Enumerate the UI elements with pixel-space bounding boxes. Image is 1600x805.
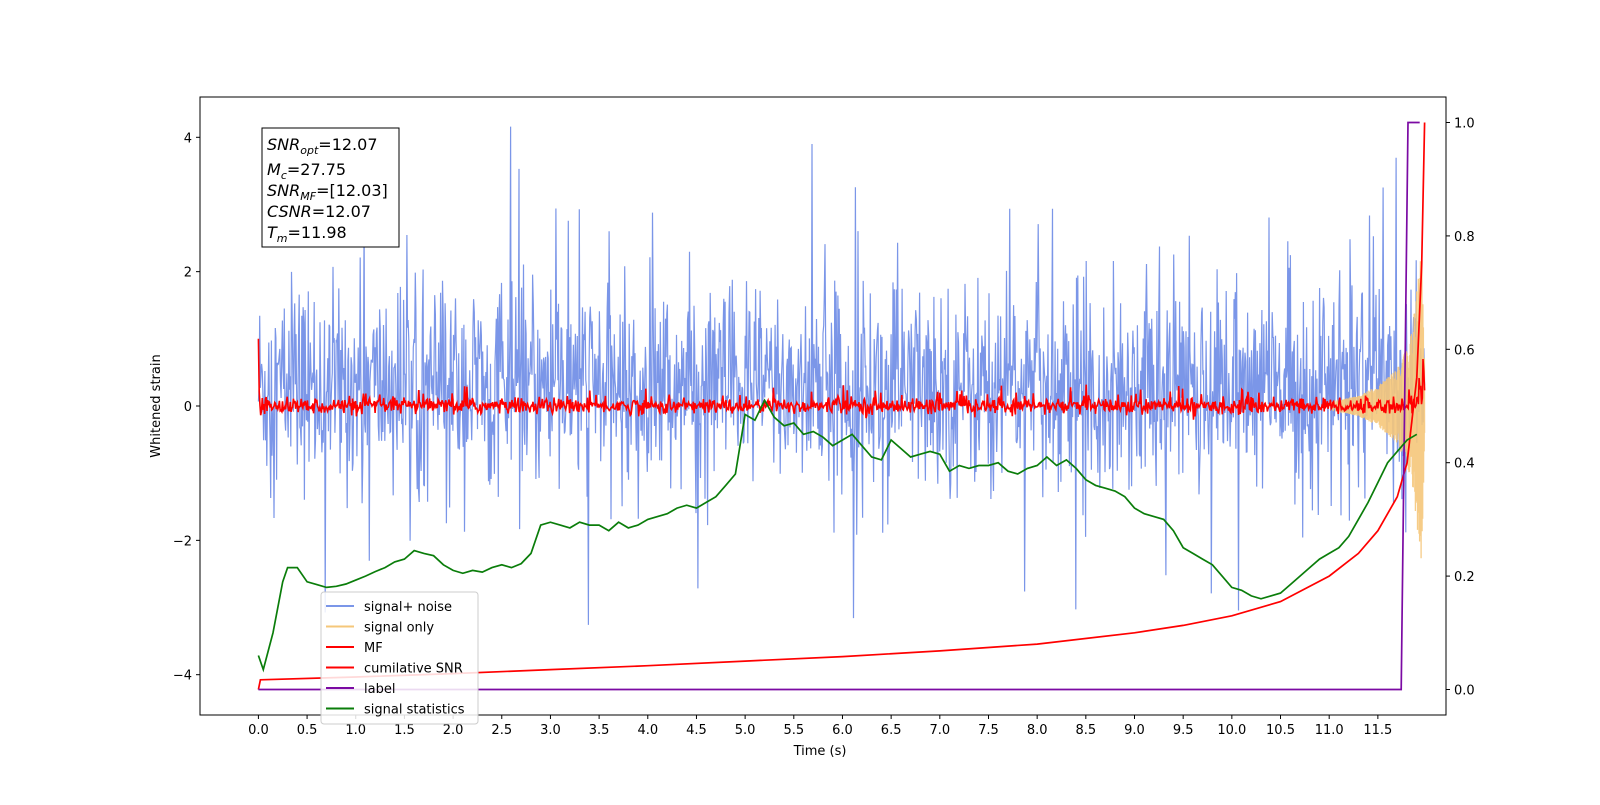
y-axis-left: 4 2 0 −2 −4 xyxy=(173,131,200,684)
y2-tick-label: 0.0 xyxy=(1454,683,1475,698)
y-axis-label: Whitened strain xyxy=(149,354,164,457)
annotation-tm-row: Tm=11.98 xyxy=(267,223,347,245)
x-tick-label: 7.5 xyxy=(978,723,999,738)
annotation-mc-row: Mc=27.75 xyxy=(267,160,346,182)
y-axis-right: 1.0 0.8 0.6 0.4 0.2 0.0 xyxy=(1446,117,1475,698)
series-signal-noise-line xyxy=(257,126,1426,625)
annotation-box: SNRopt=12.07 Mc=27.75 SNRMF=[12.03] CSNR… xyxy=(261,127,400,248)
series-mf-line xyxy=(257,338,1426,420)
annotation-mc: =27.75 xyxy=(287,160,346,179)
x-tick-label: 0.5 xyxy=(297,723,318,738)
annotation-tm: =11.98 xyxy=(288,223,347,242)
x-tick-label: 5.0 xyxy=(735,723,756,738)
x-tick-label: 7.0 xyxy=(929,723,950,738)
legend-label: cumilative SNR xyxy=(364,662,463,677)
x-tick-label: 11.5 xyxy=(1363,723,1392,738)
x-tick-label: 9.5 xyxy=(1173,723,1194,738)
x-tick-label: 2.5 xyxy=(491,723,512,738)
series-cumilative-snr-line xyxy=(257,122,1426,690)
x-tick-label: 8.0 xyxy=(1027,723,1048,738)
legend-label: label xyxy=(364,682,395,697)
x-tick-label: 6.0 xyxy=(832,723,853,738)
series-signal-statistics-line xyxy=(257,398,1418,673)
x-tick-label: 4.0 xyxy=(637,723,658,738)
x-tick-label: 5.5 xyxy=(783,723,804,738)
annotation-csnr: =12.07 xyxy=(312,202,371,221)
annotation-snr-mf: =[12.03] xyxy=(316,181,388,200)
legend: signal+ noise signal only MF cumilative SNR… xyxy=(320,591,479,725)
x-tick-label: 3.5 xyxy=(589,723,610,738)
x-axis: 0.0 0.5 1.0 1.5 2.0 2.5 3.0 3.5 4.0 4.5 5.0 5.5 6.0 6… xyxy=(248,715,1392,738)
y-tick-label: 4 xyxy=(184,131,192,146)
y-tick-label: 0 xyxy=(184,400,192,415)
x-tick-label: 6.5 xyxy=(881,723,902,738)
y2-tick-label: 0.2 xyxy=(1454,570,1475,585)
x-tick-label: 3.0 xyxy=(540,723,561,738)
y2-tick-label: 0.6 xyxy=(1454,343,1475,358)
x-tick-label: 11.0 xyxy=(1315,723,1344,738)
series-label-line xyxy=(258,121,1420,691)
x-tick-label: 9.0 xyxy=(1124,723,1145,738)
x-tick-label: 1.0 xyxy=(345,723,366,738)
y2-tick-label: 0.8 xyxy=(1454,230,1475,245)
annotation-snr-opt: =12.07 xyxy=(318,135,377,154)
y-tick-label: 2 xyxy=(184,266,192,281)
series-layer xyxy=(257,121,1426,691)
annotation-csnr-row: CSNR=12.07 xyxy=(267,202,371,221)
x-tick-label: 2.0 xyxy=(443,723,464,738)
legend-label: MF xyxy=(364,641,383,656)
legend-label: signal statistics xyxy=(364,703,465,718)
x-tick-label: 8.5 xyxy=(1075,723,1096,738)
x-tick-label: 0.0 xyxy=(248,723,269,738)
legend-label: signal+ noise xyxy=(364,600,452,615)
x-tick-label: 1.5 xyxy=(394,723,415,738)
y-tick-label: −2 xyxy=(173,534,192,549)
x-tick-label: 4.5 xyxy=(686,723,707,738)
legend-label: signal only xyxy=(364,621,434,636)
annotation-snr-mf-row: SNRMF=[12.03] xyxy=(267,181,388,203)
annotation-snr-opt-row: SNRopt=12.07 xyxy=(267,135,378,157)
y-tick-label: −4 xyxy=(173,669,192,684)
x-axis-label: Time (s) xyxy=(793,744,847,759)
y2-tick-label: 1.0 xyxy=(1454,117,1475,132)
y2-tick-label: 0.4 xyxy=(1454,457,1475,472)
x-tick-label: 10.5 xyxy=(1266,723,1295,738)
x-tick-label: 10.0 xyxy=(1217,723,1246,738)
